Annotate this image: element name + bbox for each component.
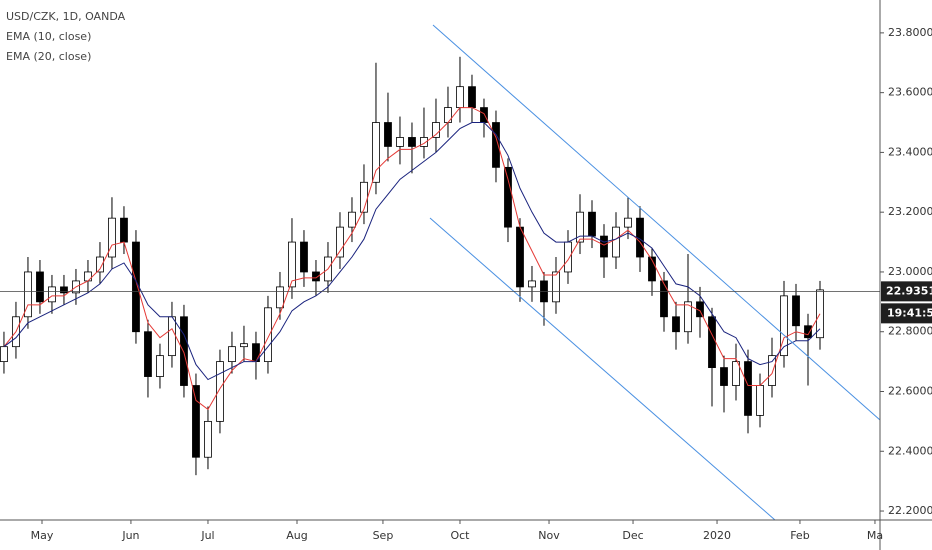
candle-body bbox=[624, 217, 632, 228]
candle-body bbox=[480, 107, 488, 123]
x-tick-label: Feb bbox=[790, 529, 809, 542]
candle-body bbox=[36, 271, 44, 303]
y-tick-label: 23.80000 bbox=[888, 26, 932, 39]
candle-body bbox=[720, 367, 728, 386]
candle-body bbox=[648, 256, 656, 282]
candle-body bbox=[516, 226, 524, 288]
candle-body bbox=[408, 137, 416, 147]
candle-body bbox=[276, 286, 284, 309]
candle-body bbox=[108, 217, 116, 258]
legend-ema10: EMA (10, close) bbox=[6, 30, 91, 43]
candle-body bbox=[336, 226, 344, 258]
candle-body bbox=[216, 361, 224, 422]
candle-body bbox=[468, 86, 476, 108]
x-tick-label: Oct bbox=[450, 529, 470, 542]
channel-upper bbox=[432, 24, 881, 421]
x-tick-label: Sep bbox=[373, 529, 394, 542]
candle-body bbox=[300, 241, 308, 273]
candle-body bbox=[396, 137, 404, 147]
candle-body bbox=[48, 286, 56, 303]
candle-body bbox=[384, 122, 392, 147]
candle-body bbox=[564, 241, 572, 273]
candle-body bbox=[804, 325, 812, 339]
candle-body bbox=[444, 107, 452, 123]
y-tick-label: 23.60000 bbox=[888, 86, 932, 99]
candle-body bbox=[576, 211, 584, 243]
candle-body bbox=[708, 316, 716, 368]
legend-symbol: USD/CZK, 1D, OANDA bbox=[6, 10, 126, 23]
candle-body bbox=[552, 271, 560, 303]
candle-body bbox=[744, 361, 752, 416]
last-price-box bbox=[881, 281, 932, 302]
countdown-label: 19:41:55 bbox=[887, 306, 932, 319]
x-tick-label: Dec bbox=[622, 529, 643, 542]
y-tick-label: 22.20000 bbox=[888, 504, 932, 517]
x-tick-label: Jun bbox=[121, 529, 139, 542]
candle-body bbox=[204, 420, 212, 458]
candle-body bbox=[240, 343, 248, 348]
candle-body bbox=[192, 385, 200, 458]
candle-body bbox=[120, 217, 128, 243]
candle-body bbox=[456, 86, 464, 108]
candle-body bbox=[672, 316, 680, 333]
x-tick-label: May bbox=[31, 529, 54, 542]
plot-area bbox=[0, 56, 824, 476]
candle-body bbox=[732, 361, 740, 386]
candle-body bbox=[228, 346, 236, 363]
y-tick-label: 22.40000 bbox=[888, 444, 932, 457]
candle-body bbox=[684, 301, 692, 333]
channel-lower bbox=[429, 217, 776, 521]
candle-body bbox=[660, 280, 668, 318]
x-tick-label: Nov bbox=[538, 529, 560, 542]
candle-body bbox=[780, 295, 788, 357]
candle-body bbox=[588, 211, 596, 237]
candle-body bbox=[528, 280, 536, 288]
candle-body bbox=[600, 235, 608, 258]
candle-body bbox=[144, 331, 152, 377]
y-tick-label: 22.60000 bbox=[888, 384, 932, 397]
candle-body bbox=[168, 316, 176, 357]
last-price-label: 22.93510 bbox=[886, 284, 932, 297]
candle-body bbox=[60, 286, 68, 294]
candle-body bbox=[612, 226, 620, 258]
x-tick-label: 2020 bbox=[703, 529, 731, 542]
candle-body bbox=[420, 137, 428, 147]
candle-body bbox=[372, 122, 380, 183]
candle-body bbox=[24, 271, 32, 318]
candle-body bbox=[432, 122, 440, 138]
candle-body bbox=[768, 355, 776, 386]
candle-body bbox=[0, 346, 8, 363]
x-tick-label: Jul bbox=[200, 529, 214, 542]
ema-line bbox=[3, 107, 821, 411]
x-tick-label: Ma bbox=[867, 529, 883, 542]
x-tick-label: Aug bbox=[286, 529, 307, 542]
ema-line bbox=[3, 122, 821, 381]
y-tick-label: 23.40000 bbox=[888, 145, 932, 158]
candle-body bbox=[264, 307, 272, 363]
candle-body bbox=[792, 295, 800, 327]
candle-body bbox=[84, 271, 92, 282]
candle-body bbox=[348, 211, 356, 228]
candle-body bbox=[180, 316, 188, 386]
countdown-box bbox=[881, 303, 932, 324]
y-tick-label: 23.00000 bbox=[888, 265, 932, 278]
y-tick-label: 22.80000 bbox=[888, 325, 932, 338]
candle-body bbox=[492, 122, 500, 168]
candle-body bbox=[312, 271, 320, 282]
y-tick-label: 23.20000 bbox=[888, 205, 932, 218]
legend-ema20: EMA (20, close) bbox=[6, 50, 91, 63]
candle-body bbox=[96, 256, 104, 273]
candle-body bbox=[756, 385, 764, 416]
candle-body bbox=[156, 355, 164, 377]
candle-body bbox=[504, 166, 512, 228]
candle-body bbox=[288, 241, 296, 288]
